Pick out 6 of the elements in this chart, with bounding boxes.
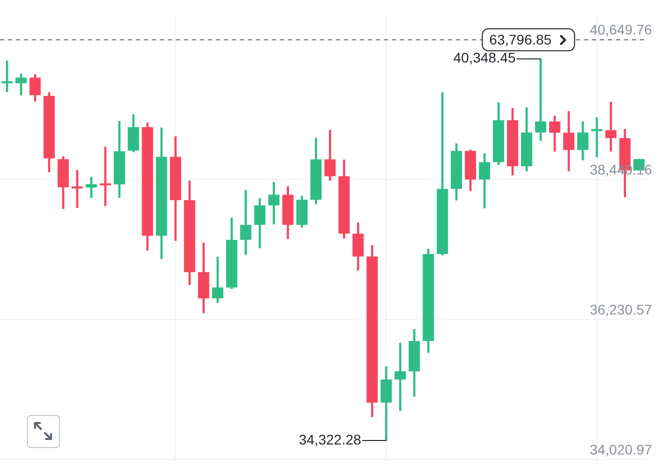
- annotation: 34,322.28: [298, 431, 362, 448]
- annotation: 40,348.45: [453, 50, 516, 66]
- y-tick-label: 40,649.76: [590, 22, 652, 38]
- y-tick-label: 36,230.57: [590, 302, 652, 318]
- y-tick-label: 34,020.97: [590, 442, 652, 458]
- annotation: 63,796.85: [489, 32, 552, 48]
